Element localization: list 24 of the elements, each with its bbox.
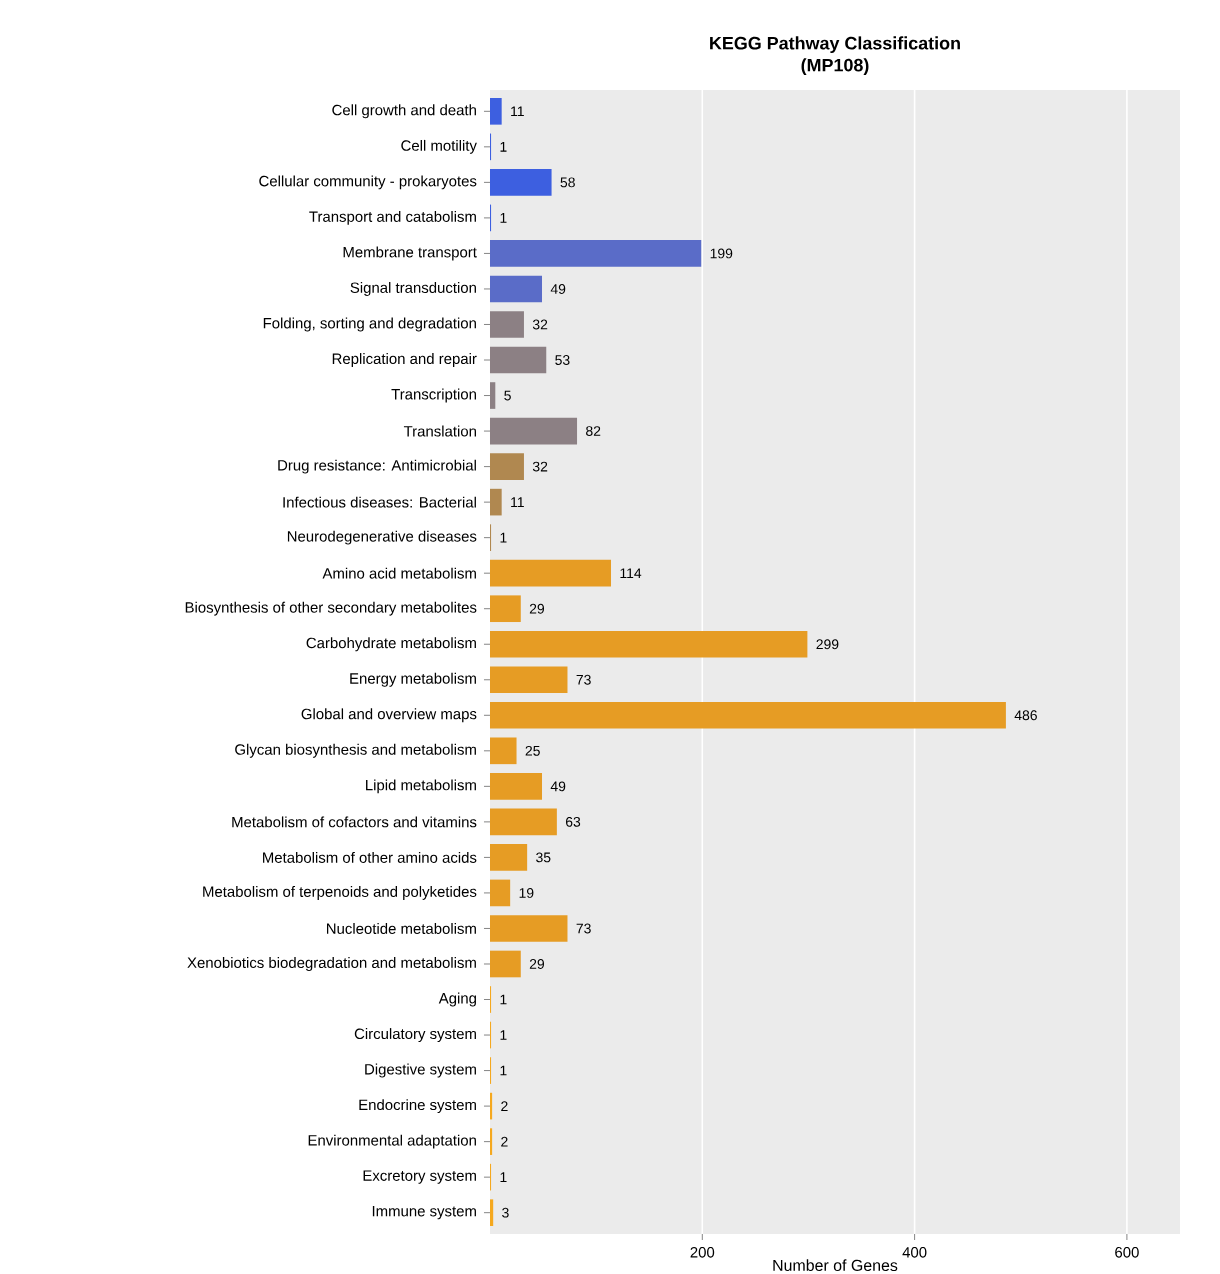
bar	[490, 275, 543, 303]
bar	[490, 950, 521, 978]
chart-title: KEGG Pathway Classification	[710, 36, 960, 54]
bar	[490, 773, 543, 800]
bar	[490, 311, 524, 338]
bar	[490, 737, 517, 765]
bar	[490, 240, 702, 267]
bar	[490, 701, 1006, 729]
chart-subtitle: (MP108)	[801, 58, 869, 75]
bar	[490, 382, 496, 409]
bar	[490, 666, 568, 694]
bar	[490, 915, 568, 942]
bar	[490, 346, 547, 374]
bar	[490, 844, 528, 871]
bar	[490, 559, 612, 587]
bar	[490, 453, 524, 480]
bar	[490, 630, 808, 658]
bar	[490, 97, 502, 125]
bar	[490, 169, 552, 196]
bar	[490, 879, 511, 907]
bar	[490, 808, 557, 836]
bar	[490, 488, 502, 516]
bar	[490, 595, 521, 623]
bar	[490, 417, 578, 445]
